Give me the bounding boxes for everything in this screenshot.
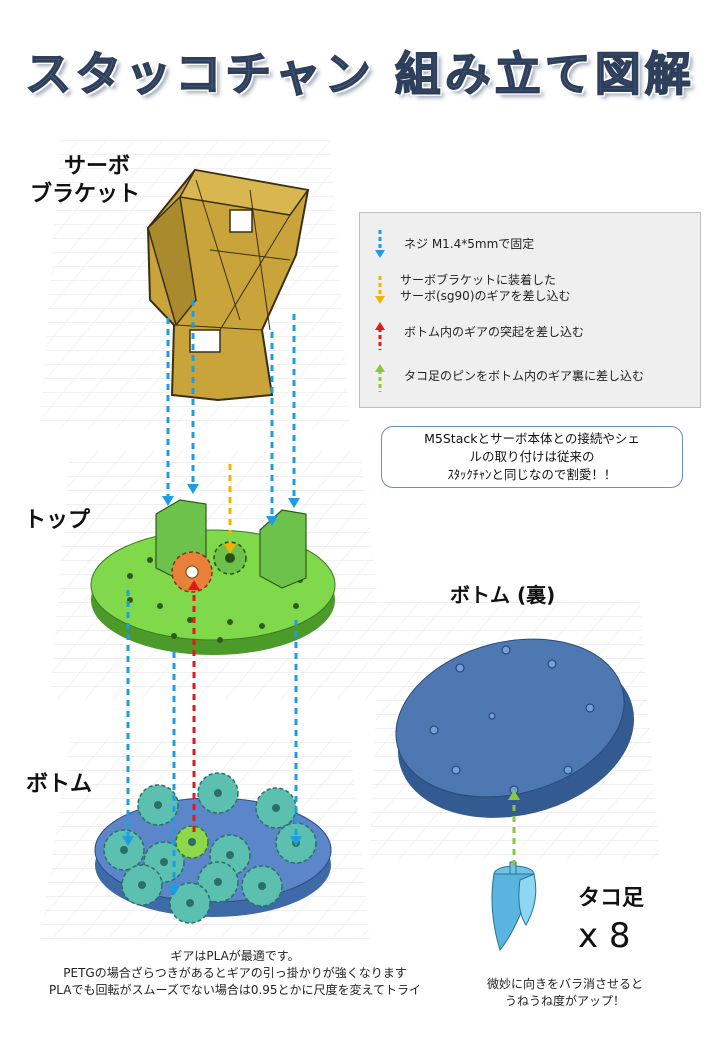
green-gear — [213, 541, 247, 575]
legend-item-gear-protrusion: ボトム内のギアの突起を差し込む — [404, 325, 585, 339]
gear-note: ギアはPLAが最適です。 PETGの場合ざらつきがあるとギアの引っ掛かりが強くな… — [0, 948, 470, 999]
legend-item-screw: ネジ M1.4*5mmで固定 — [404, 237, 535, 251]
page-title: スタッコチャン 組み立て図解 — [24, 46, 695, 102]
label-top: トップ — [24, 508, 91, 533]
leg-note-line-2: うねうね度がアップ！ — [504, 994, 625, 1008]
legend-box — [359, 212, 701, 408]
gear-note-line-3: PLAでも回転がスムーズでない場合は0.95とかに尺度を変えてトライ — [49, 983, 421, 997]
bottom-plate — [94, 772, 332, 924]
legend-item-servo-gear: サーボブラケットに装着した サーボ(sg90)のギアを差し込む — [400, 273, 571, 303]
gear-note-line-1: ギアはPLAが最適です。 — [170, 949, 300, 963]
top-plate — [90, 499, 336, 655]
servo-bracket — [146, 168, 310, 402]
legend-arrows — [375, 230, 385, 392]
servo-gear-arrow — [224, 464, 236, 554]
note-line-2: ルの取り付けは従来の — [469, 449, 595, 464]
gear-note-line-2: PETGの場合ざらつきがあるとギアの引っ掛かりが強くなります — [63, 966, 407, 980]
label-servo-bracket-line1: サーボ — [63, 154, 130, 179]
label-bottom: ボトム — [26, 772, 93, 797]
legend-item-leg-pin: タコ足のピンをボトム内のギア裏に差し込む — [404, 369, 645, 383]
label-servo-bracket-line2: ブラケット — [30, 182, 141, 207]
leg-note: 微妙に向きをバラ消させると うねうね度がアップ！ — [460, 976, 670, 1010]
note-line-1: M5Stackとサーボ本体との接続やシェ — [424, 431, 640, 446]
gear-protrusion-arrow — [188, 580, 200, 832]
leg-note-line-1: 微妙に向きをバラ消させると — [486, 977, 643, 991]
tako-leg-count: x 8 — [578, 916, 631, 956]
leg-pin-arrow — [508, 790, 520, 866]
note-line-3: ｽﾀｯｸﾁｬﾝと同じなので割愛！！ — [447, 467, 617, 482]
orange-gear — [171, 551, 213, 593]
screw-arrows — [126, 300, 298, 890]
bottom-back-plate — [395, 638, 635, 818]
label-tako-leg: タコ足 — [578, 886, 645, 911]
note-bubble: M5Stackとサーボ本体との接続やシェ ルの取り付けは従来の ｽﾀｯｸﾁｬﾝと… — [381, 426, 683, 488]
tako-leg — [491, 861, 537, 952]
label-bottom-back: ボトム (裏) — [450, 583, 556, 607]
